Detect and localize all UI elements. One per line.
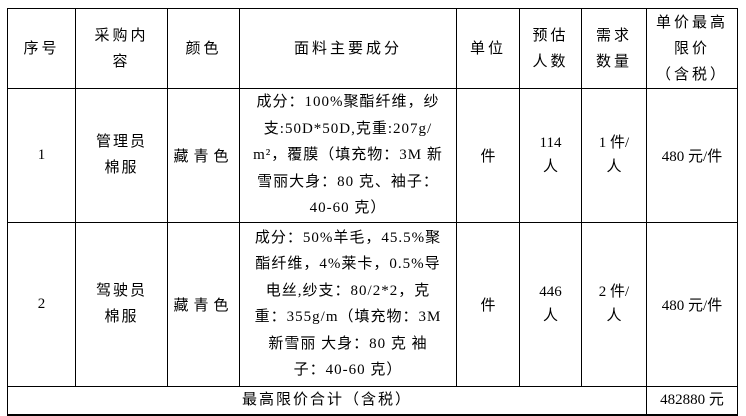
header-seq: 序号 — [7, 8, 76, 89]
row2-fabric-cell: 成分：50%羊毛，45.5%聚 酯纤维，4%莱卡，0.5%导 电丝,纱支：80/… — [239, 221, 457, 387]
row2-price-cell: 480 元/件 — [646, 221, 738, 387]
row2-color-cell: 藏青色 — [167, 221, 240, 387]
header-fabric: 面料主要成分 — [239, 8, 457, 89]
row1-people-cell: 114 人 — [519, 88, 582, 223]
header-price: 单价最高 限价 （含税） — [646, 8, 738, 89]
header-color: 颜色 — [167, 8, 240, 89]
table-row: 2 驾驶员 棉服 藏青色 成分：50%羊毛，45.5%聚 酯纤维，4%莱卡，0.… — [7, 221, 738, 387]
row1-fabric-cell: 成分：100%聚酯纤维，纱 支:50D*50D,克重:207g/ m²，覆膜（填… — [239, 88, 457, 223]
footer-total-label: 最高限价合计（含税） — [7, 385, 647, 415]
row2-quantity-cell: 2 件/ 人 — [581, 221, 647, 387]
header-item: 采购内 容 — [75, 8, 168, 89]
header-people: 预估 人数 — [519, 8, 582, 89]
row1-color-cell: 藏青色 — [167, 88, 240, 223]
table-header-row: 序号 采购内 容 颜色 面料主要成分 单位 预估 人数 需求 数量 单价最高 限… — [7, 8, 738, 89]
header-unit: 单位 — [456, 8, 520, 89]
footer-total-value: 482880 元 — [646, 385, 738, 415]
row1-price-cell: 480 元/件 — [646, 88, 738, 223]
row2-people-cell: 446 人 — [519, 221, 582, 387]
row1-item-cell: 管理员 棉服 — [75, 88, 168, 223]
row1-seq-cell: 1 — [7, 88, 76, 223]
row2-seq-cell: 2 — [7, 221, 76, 387]
header-quantity: 需求 数量 — [581, 8, 647, 89]
table-row: 1 管理员 棉服 藏青色 成分：100%聚酯纤维，纱 支:50D*50D,克重:… — [7, 88, 738, 223]
procurement-table: 序号 采购内 容 颜色 面料主要成分 单位 预估 人数 需求 数量 单价最高 限… — [7, 8, 738, 416]
table-footer-row: 最高限价合计（含税） 482880 元 — [7, 385, 738, 415]
row2-unit-cell: 件 — [456, 221, 520, 387]
row2-item-cell: 驾驶员 棉服 — [75, 221, 168, 387]
row1-unit-cell: 件 — [456, 88, 520, 223]
row1-quantity-cell: 1 件/ 人 — [581, 88, 647, 223]
